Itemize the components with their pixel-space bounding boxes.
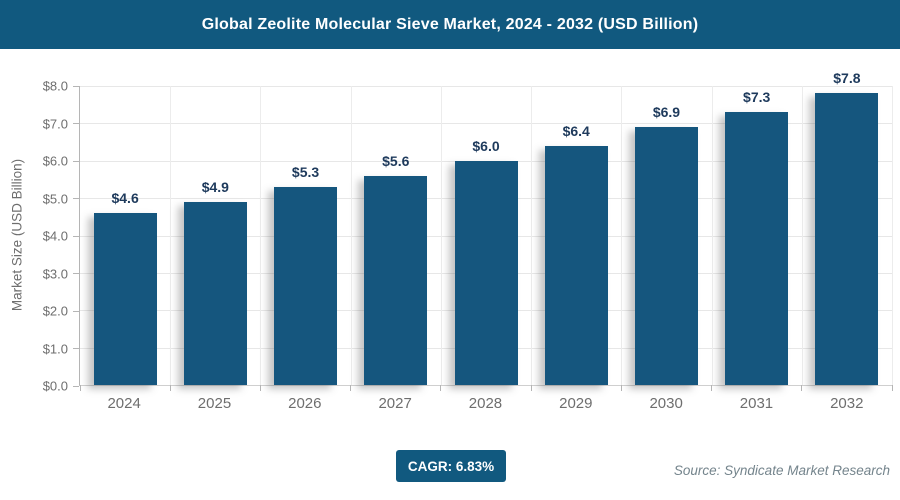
bar-value-label: $7.8	[833, 70, 861, 87]
y-tick-label: $0.0	[42, 378, 68, 394]
plot-area: $4.6 $4.9 $5.3 $5.6 $6.0 $6.4 $6.9 $7.3 $7.8	[79, 70, 893, 391]
y-tick-label: $5.0	[42, 191, 68, 206]
bar-2025	[183, 201, 247, 385]
y-tick-mark	[73, 198, 79, 199]
x-tick-mark	[891, 385, 893, 391]
y-tick-mark	[73, 160, 79, 162]
x-axis-label: 2025	[197, 395, 232, 412]
y-tick-label: $7.0	[42, 116, 68, 131]
y-tick-label: $1.0	[42, 341, 68, 356]
x-axis-label: 2026	[288, 395, 322, 412]
gridline-horizontal	[80, 86, 892, 87]
x-tick-mark	[350, 385, 352, 391]
gridline-vertical	[260, 86, 262, 385]
x-axis-label: 2029	[559, 395, 593, 412]
cagr-label: CAGR: 6.83%	[407, 458, 495, 474]
chart-title: Global Zeolite Molecular Sieve Market, 2…	[201, 15, 699, 33]
gridline-vertical	[170, 86, 172, 385]
x-tick-mark	[620, 385, 622, 391]
chart-title-bar: Global Zeolite Molecular Sieve Market, 2…	[0, 0, 900, 49]
source-credit: Source: Syndicate Market Research	[673, 463, 890, 478]
gridline-vertical	[711, 86, 713, 385]
bar-value-label: $6.4	[562, 122, 590, 139]
y-tick-mark	[73, 348, 79, 349]
bar-2024	[93, 213, 157, 385]
bar-2032	[815, 93, 879, 385]
bar-2028	[454, 160, 518, 385]
x-tick-mark	[440, 385, 442, 391]
bar-2029	[544, 145, 608, 385]
bar-2030	[634, 127, 698, 385]
x-axis-label: 2031	[739, 395, 774, 412]
x-axis-label: 2030	[649, 395, 683, 412]
cagr-badge: CAGR: 6.83%	[396, 450, 506, 482]
x-axis-label: 2024	[107, 395, 141, 412]
gridline-vertical	[440, 86, 442, 385]
bar-value-label: $4.6	[111, 190, 139, 207]
bar-2027	[364, 175, 428, 385]
gridline-vertical	[621, 86, 623, 385]
y-tick-label: $2.0	[42, 303, 68, 319]
y-tick-label: $3.0	[42, 266, 68, 281]
y-tick-mark	[73, 235, 79, 237]
x-tick-mark	[711, 385, 713, 391]
x-axis-label: 2032	[830, 395, 864, 412]
bar-value-label: $6.9	[652, 104, 681, 121]
x-tick-mark	[801, 385, 803, 391]
y-axis-tick-labels: $0.0 $1.0 $2.0 $3.0 $4.0 $5.0 $6.0 $7.0 $8.0	[0, 79, 79, 394]
y-tick-mark	[73, 85, 79, 87]
gridline-vertical	[350, 86, 352, 385]
y-tick-mark	[73, 123, 79, 124]
bar-value-label: $6.0	[472, 137, 500, 154]
x-tick-mark	[169, 385, 171, 391]
x-tick-mark	[79, 385, 81, 391]
y-tick-label: $4.0	[42, 228, 68, 244]
x-tick-mark	[530, 385, 532, 391]
x-axis-label: 2028	[468, 395, 503, 412]
y-tick-label: $8.0	[42, 78, 68, 94]
gridline-vertical	[892, 86, 893, 385]
y-tick-mark	[73, 385, 79, 387]
bar-value-label: $4.9	[201, 178, 229, 195]
bar-value-label: $5.6	[382, 152, 410, 169]
y-tick-mark	[73, 310, 79, 312]
x-axis-labels: 2024 2025 2026 2027 2028 2029 2030 2031 2032	[79, 395, 892, 412]
bar-value-label: $7.3	[743, 89, 771, 106]
bar-2031	[725, 112, 789, 385]
bar-value-label: $5.3	[291, 163, 320, 180]
y-tick-mark	[73, 273, 79, 274]
x-axis-label: 2027	[378, 395, 412, 412]
y-tick-label: $6.0	[42, 153, 68, 169]
gridline-vertical	[801, 86, 803, 385]
x-tick-mark	[259, 385, 261, 391]
gridline-vertical	[531, 86, 533, 385]
bar-2026	[274, 186, 338, 385]
gridline-horizontal	[80, 123, 892, 125]
